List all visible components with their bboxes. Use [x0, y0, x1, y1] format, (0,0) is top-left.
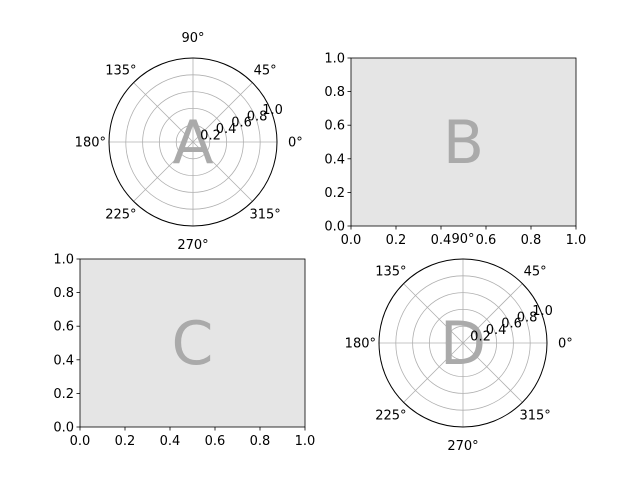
theta-tick-label: 180°	[75, 136, 106, 151]
polar-spine	[378, 258, 548, 428]
x-tick-label: 0.4	[431, 233, 452, 248]
y-tick-label: 0.6	[53, 320, 74, 335]
r-tick-label: 0.8	[247, 109, 268, 124]
x-tick-label: 0.8	[521, 233, 542, 248]
y-tick-label: 1.0	[324, 52, 345, 67]
axes-frame	[79, 258, 306, 428]
r-tick-label: 1.0	[532, 304, 553, 319]
theta-tick-label: 180°	[345, 337, 376, 352]
theta-tick-label: 90°	[181, 31, 204, 46]
x-tick-label: 1.0	[566, 233, 587, 248]
y-tick-label: 0.6	[324, 119, 345, 134]
angular-gridline	[192, 82, 253, 143]
angular-gridline	[403, 283, 464, 344]
y-tick-label: 0.8	[324, 85, 345, 100]
angular-gridline	[133, 141, 194, 202]
y-tick-label: 1.0	[53, 253, 74, 268]
r-tick-label: 0.6	[231, 116, 252, 131]
x-tick-label: 1.0	[295, 434, 316, 449]
r-tick-label: 0.2	[470, 330, 491, 345]
theta-tick-label: 315°	[519, 409, 550, 424]
x-tick-label: 0.0	[341, 233, 362, 248]
x-tick-label: 0.4	[160, 434, 181, 449]
theta-tick-label: 45°	[254, 63, 277, 78]
r-tick-label: 0.8	[517, 310, 538, 325]
theta-tick-label: 0°	[288, 136, 303, 151]
axes-frame	[350, 57, 577, 227]
panel-c: C 0.0 0.2 0.4 0.6 0.8 1.0 0.0 0.2 0.4 0.6 0.8 1.0	[53, 253, 315, 450]
theta-tick-label: 90°	[451, 232, 474, 247]
x-tick-label: 0.2	[386, 233, 407, 248]
angular-gridline	[462, 283, 523, 344]
y-tick-label: 0.4	[324, 152, 345, 167]
panel-a: A 0° 45° 90° 135° 180° 225° 270° 315° 0.20.40.60.…	[75, 31, 303, 253]
y-tick-label: 0.8	[53, 286, 74, 301]
theta-tick-label: 225°	[105, 208, 136, 223]
theta-tick-label: 0°	[558, 337, 573, 352]
x-tick-label: 0.8	[250, 434, 271, 449]
r-tick-label: 0.6	[501, 317, 522, 332]
r-tick-label: 1.0	[262, 103, 283, 118]
y-tick-label: 0.4	[53, 353, 74, 368]
plot-area	[351, 58, 576, 226]
panel-letter: C	[172, 309, 214, 379]
y-tick-label: 0.0	[324, 220, 345, 235]
angular-gridline	[192, 141, 253, 202]
panel-letter: A	[172, 108, 213, 178]
angular-gridline	[133, 82, 194, 143]
x-tick-label: 0.6	[205, 434, 226, 449]
y-tick-label: 0.2	[53, 387, 74, 402]
theta-tick-label: 315°	[249, 208, 280, 223]
x-tick-label: 0.6	[476, 233, 497, 248]
y-tick-label: 0.2	[324, 186, 345, 201]
panel-letter: B	[443, 108, 484, 178]
r-tick-label: 0.4	[486, 323, 507, 338]
x-tick-label: 0.0	[70, 434, 91, 449]
panel-letter: D	[440, 309, 486, 379]
theta-tick-label: 270°	[177, 238, 208, 253]
plot-area	[80, 259, 305, 427]
polar-spine	[108, 57, 278, 227]
angular-gridline	[403, 342, 464, 403]
angular-gridline	[462, 342, 523, 403]
panel-b: B 0.0 0.2 0.4 0.6 0.8 1.0 0.0 0.2 0.4 0.6 0.8 1.0	[324, 52, 586, 249]
panel-d: D 0°45°90°135°180°225°270°315°0.20.40.60.…	[345, 232, 573, 454]
theta-tick-label: 225°	[375, 409, 406, 424]
r-tick-label: 0.2	[200, 129, 221, 144]
theta-tick-label: 45°	[524, 264, 547, 279]
theta-tick-label: 135°	[105, 63, 136, 78]
theta-tick-label: 135°	[375, 264, 406, 279]
x-tick-label: 0.2	[115, 434, 136, 449]
r-tick-label: 0.4	[216, 122, 237, 137]
theta-tick-label: 270°	[447, 439, 478, 454]
y-tick-label: 0.0	[53, 421, 74, 436]
